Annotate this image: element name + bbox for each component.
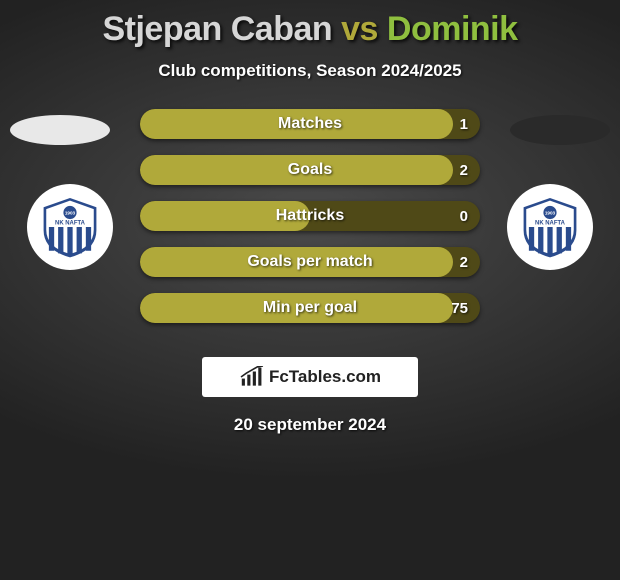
svg-text:NK NAFTA: NK NAFTA xyxy=(55,220,86,226)
stat-bar-row: Goals2 xyxy=(140,155,480,185)
main-area: 1903 NK NAFTA 1903 NK NAFTA xyxy=(0,109,620,349)
stat-bar-label: Goals per match xyxy=(140,247,480,277)
stat-bar-value-right: 75 xyxy=(451,293,468,323)
stat-bar-row: Goals per match2 xyxy=(140,247,480,277)
svg-text:1903: 1903 xyxy=(545,210,556,215)
stat-bar-label: Goals xyxy=(140,155,480,185)
brand-label: FcTables.com xyxy=(269,367,381,387)
stat-bar-row: Hattricks0 xyxy=(140,201,480,231)
date-label: 20 september 2024 xyxy=(0,415,620,435)
stat-bar-value-right: 2 xyxy=(460,155,468,185)
stat-bar-value-right: 1 xyxy=(460,109,468,139)
player2-club-crest: 1903 NK NAFTA xyxy=(507,184,593,270)
svg-text:NK NAFTA: NK NAFTA xyxy=(535,220,566,226)
stat-bar-value-right: 0 xyxy=(460,201,468,231)
stat-bar-value-right: 2 xyxy=(460,247,468,277)
nafta-crest-icon: 1903 NK NAFTA xyxy=(37,194,103,260)
chart-icon xyxy=(239,366,265,388)
title-player2: Dominik xyxy=(387,10,518,48)
nafta-crest-icon: 1903 NK NAFTA xyxy=(517,194,583,260)
player1-ellipse xyxy=(10,115,110,145)
player2-ellipse xyxy=(510,115,610,145)
stat-bar-row: Min per goal75 xyxy=(140,293,480,323)
stat-bar-row: Matches1 xyxy=(140,109,480,139)
stat-bar-label: Hattricks xyxy=(140,201,480,231)
svg-text:1903: 1903 xyxy=(65,210,76,215)
title-vs: vs xyxy=(341,10,378,48)
stat-bars: Matches1Goals2Hattricks0Goals per match2… xyxy=(140,109,480,339)
content-wrapper: Stjepan Caban vs Dominik Club competitio… xyxy=(0,0,620,580)
brand-box[interactable]: FcTables.com xyxy=(202,357,418,397)
stat-bar-label: Matches xyxy=(140,109,480,139)
stat-bar-label: Min per goal xyxy=(140,293,480,323)
title-player1: Stjepan Caban xyxy=(102,10,332,48)
page-title: Stjepan Caban vs Dominik xyxy=(0,0,620,49)
player1-club-crest: 1903 NK NAFTA xyxy=(27,184,113,270)
subtitle: Club competitions, Season 2024/2025 xyxy=(0,61,620,81)
